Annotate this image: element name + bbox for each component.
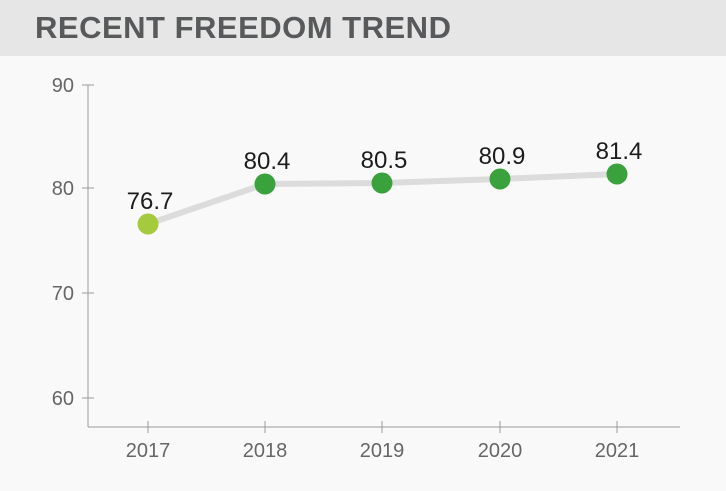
x-axis-tick-label: 2019 bbox=[360, 440, 405, 462]
data-point-label: 80.4 bbox=[244, 148, 291, 175]
freedom-trend-chart: 90 80 70 60 2017 2018 2019 2020 2021 76.… bbox=[52, 75, 680, 462]
data-point-2017 bbox=[137, 213, 159, 235]
page-title: RECENT FREEDOM TREND bbox=[35, 10, 452, 45]
x-axis-tick-label: 2021 bbox=[595, 440, 640, 462]
chart-header: RECENT FREEDOM TREND bbox=[0, 0, 726, 56]
data-point-2021 bbox=[606, 163, 628, 185]
x-axis-tick-label: 2017 bbox=[126, 440, 171, 462]
data-point-2018 bbox=[254, 173, 276, 195]
y-axis-tick-label: 60 bbox=[52, 388, 74, 410]
data-point-label: 81.4 bbox=[596, 138, 643, 165]
y-axis-tick-label: 90 bbox=[52, 75, 74, 97]
y-axis-tick-label: 70 bbox=[52, 283, 74, 305]
data-point-2019 bbox=[371, 172, 393, 194]
y-axis-tick-label: 80 bbox=[52, 178, 74, 200]
data-point-label: 80.9 bbox=[479, 143, 526, 170]
data-point-label: 76.7 bbox=[127, 188, 174, 215]
data-point-label: 80.5 bbox=[361, 147, 408, 174]
x-axis-tick-label: 2018 bbox=[243, 440, 288, 462]
data-point-2020 bbox=[489, 168, 511, 190]
x-axis-tick-label: 2020 bbox=[478, 440, 523, 462]
